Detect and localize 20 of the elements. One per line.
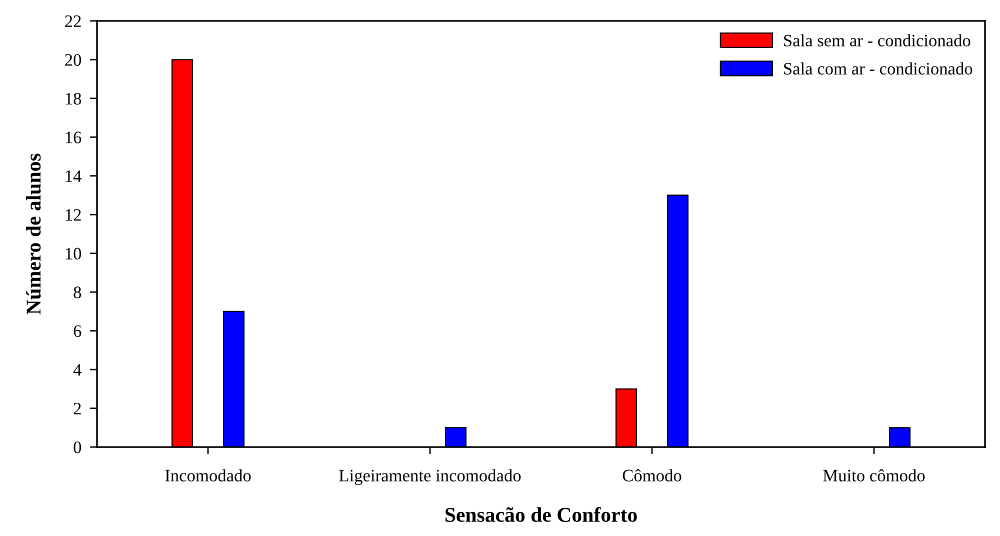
y-tick-label: 20 bbox=[65, 54, 82, 66]
y-tick-label: 4 bbox=[73, 364, 82, 376]
x-tick-label: Incomodado bbox=[165, 469, 251, 482]
legend-label: Sala com ar - condicionado bbox=[784, 62, 972, 75]
x-tick-label: Cômodo bbox=[622, 469, 682, 482]
y-tick-label: 16 bbox=[66, 132, 82, 144]
y-axis-title: Número de alunos bbox=[26, 154, 41, 314]
y-tick-label: 18 bbox=[66, 92, 82, 105]
y-tick-label: 10 bbox=[66, 248, 82, 260]
y-tick-label: 8 bbox=[74, 286, 82, 298]
x-tick-label: Muito cômodo bbox=[823, 469, 925, 482]
y-tick-label: 14 bbox=[66, 170, 82, 182]
y-tick-label: 12 bbox=[66, 209, 81, 221]
y-tick-label: 22 bbox=[65, 15, 81, 27]
legend-label: Sala sem ar - condicionado bbox=[784, 34, 970, 46]
y-tick-label: 0 bbox=[74, 442, 82, 454]
y-tick-label: 2 bbox=[74, 402, 81, 414]
x-tick-label: Ligeiramente incomodado bbox=[339, 469, 521, 486]
y-tick-label: 6 bbox=[74, 325, 82, 338]
x-axis-title: Sensacão de Conforto bbox=[445, 507, 637, 522]
